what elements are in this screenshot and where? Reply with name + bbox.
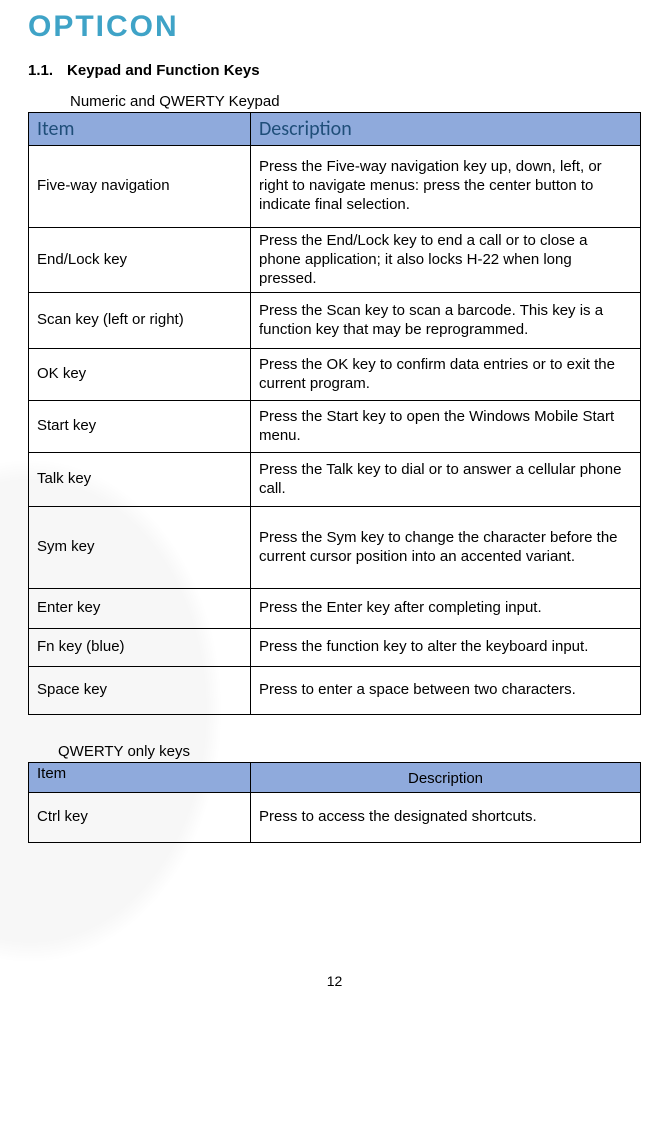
table2-caption: QWERTY only keys: [58, 743, 641, 760]
table-row: Enter keyPress the Enter key after compl…: [29, 589, 641, 629]
table-row: Scan key (left or right)Press the Scan k…: [29, 293, 641, 349]
table-row: OK keyPress the OK key to confirm data e…: [29, 349, 641, 401]
description-cell: Press to enter a space between two chara…: [251, 667, 641, 715]
section-number: 1.1.: [28, 62, 53, 79]
table1-header-item: Item: [29, 113, 251, 146]
description-cell: Press to access the designated shortcuts…: [251, 793, 641, 843]
item-cell: Enter key: [29, 589, 251, 629]
table2-header-item: Item: [29, 763, 251, 793]
table-row: Fn key (blue)Press the function key to a…: [29, 629, 641, 667]
description-cell: Press the Talk key to dial or to answer …: [251, 453, 641, 507]
item-cell: Start key: [29, 401, 251, 453]
brand-logo: OPTICON: [28, 10, 641, 44]
document-page: OPTICON 1.1. Keypad and Function Keys Num…: [0, 0, 669, 1009]
table-row: Start keyPress the Start key to open the…: [29, 401, 641, 453]
description-cell: Press the Enter key after completing inp…: [251, 589, 641, 629]
item-cell: Ctrl key: [29, 793, 251, 843]
description-cell: Press the function key to alter the keyb…: [251, 629, 641, 667]
table-row: Ctrl keyPress to access the designated s…: [29, 793, 641, 843]
item-cell: Talk key: [29, 453, 251, 507]
table-row: Talk keyPress the Talk key to dial or to…: [29, 453, 641, 507]
table1-header-row: Item Description: [29, 113, 641, 146]
table1-header-desc: Description: [251, 113, 641, 146]
table1-caption: Numeric and QWERTY Keypad: [70, 93, 641, 110]
item-cell: End/Lock key: [29, 228, 251, 293]
section-heading: 1.1. Keypad and Function Keys: [28, 62, 641, 79]
description-cell: Press the Scan key to scan a barcode. Th…: [251, 293, 641, 349]
table2-header-row: Item Description: [29, 763, 641, 793]
qwerty-only-table: Item Description Ctrl keyPress to access…: [28, 762, 641, 843]
item-cell: Five-way navigation: [29, 146, 251, 228]
item-cell: Sym key: [29, 507, 251, 589]
table-row: Sym keyPress the Sym key to change the c…: [29, 507, 641, 589]
description-cell: Press the Sym key to change the characte…: [251, 507, 641, 589]
table-row: Space keyPress to enter a space between …: [29, 667, 641, 715]
description-cell: Press the End/Lock key to end a call or …: [251, 228, 641, 293]
description-cell: Press the Start key to open the Windows …: [251, 401, 641, 453]
item-cell: Fn key (blue): [29, 629, 251, 667]
description-cell: Press the Five-way navigation key up, do…: [251, 146, 641, 228]
keypad-table: Item Description Five-way navigationPres…: [28, 112, 641, 715]
item-cell: Scan key (left or right): [29, 293, 251, 349]
table-row: Five-way navigationPress the Five-way na…: [29, 146, 641, 228]
item-cell: Space key: [29, 667, 251, 715]
description-cell: Press the OK key to confirm data entries…: [251, 349, 641, 401]
table2-header-desc: Description: [251, 763, 641, 793]
page-number: 12: [28, 973, 641, 989]
section-title: Keypad and Function Keys: [67, 62, 260, 79]
table-row: End/Lock keyPress the End/Lock key to en…: [29, 228, 641, 293]
item-cell: OK key: [29, 349, 251, 401]
